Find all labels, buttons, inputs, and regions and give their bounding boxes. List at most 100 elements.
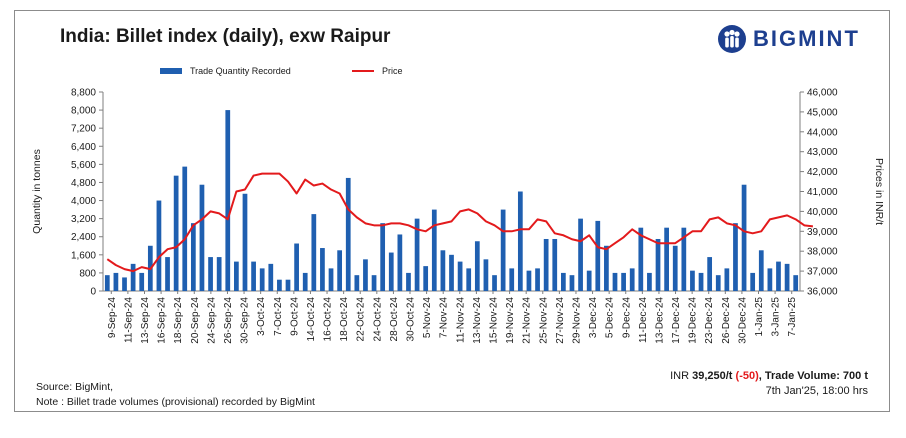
- quantity-bar: [285, 279, 291, 291]
- volume-label: , Trade Volume:: [758, 370, 843, 382]
- x-tick-label: 11-Sep-24: [123, 297, 134, 343]
- quantity-bar: [328, 268, 334, 291]
- quantity-bar: [621, 272, 626, 291]
- quantity-bar: [354, 275, 360, 291]
- x-tick-label: 3-Jan-25: [771, 297, 782, 337]
- quantity-bar: [199, 184, 205, 291]
- quantity-bar: [517, 191, 523, 291]
- x-tick-label: 30-Oct-24: [406, 297, 417, 342]
- quantity-bar: [380, 223, 386, 291]
- quantity-bar: [681, 227, 687, 291]
- quantity-bar: [130, 263, 136, 291]
- y-left-tick-label: 1,600: [71, 250, 96, 261]
- y-right-tick-label: 36,000: [807, 287, 838, 298]
- volume-value: 700 t: [842, 370, 868, 382]
- quantity-bar: [406, 272, 411, 291]
- quantity-bar: [104, 275, 110, 291]
- quantity-bar: [595, 220, 601, 291]
- x-tick-label: 13-Sep-24: [140, 297, 151, 344]
- quantity-bar: [569, 275, 575, 291]
- quantity-bar: [216, 257, 222, 291]
- x-tick-label: 16-Oct-24: [323, 297, 334, 342]
- quantity-bar: [509, 268, 515, 291]
- quantity-bar: [664, 227, 669, 291]
- quantity-bar: [268, 263, 274, 291]
- y-left-tick-label: 5,600: [71, 160, 96, 171]
- y-right-tick-label: 38,000: [807, 247, 838, 258]
- x-tick-label: 5-Dec-24: [605, 297, 616, 339]
- quantity-bar: [483, 259, 489, 291]
- y-left-tick-label: 3,200: [71, 214, 96, 225]
- x-tick-label: 28-Oct-24: [389, 297, 400, 342]
- price-value: 39,250/t: [692, 370, 733, 382]
- x-tick-label: 27-Nov-24: [555, 297, 566, 344]
- y-axis-right-title: Prices in INR/t: [873, 158, 885, 225]
- quantity-bar: [156, 200, 162, 291]
- quantity-bar: [647, 272, 652, 291]
- price-line: [106, 172, 814, 273]
- x-tick-label: 19-Nov-24: [505, 297, 516, 344]
- y-left-tick-label: 4,800: [71, 178, 96, 189]
- y-right-tick-label: 39,000: [807, 227, 838, 238]
- quantity-bar: [165, 257, 170, 291]
- quantity-bar: [715, 275, 721, 291]
- x-tick-label: 15-Nov-24: [488, 297, 499, 344]
- quantity-bar: [758, 250, 764, 291]
- quantity-bar: [388, 252, 394, 291]
- y-right-tick-label: 42,000: [807, 167, 838, 178]
- quantity-bar: [526, 270, 532, 291]
- quantity-bar: [363, 259, 368, 291]
- x-tick-label: 9-Dec-24: [621, 297, 632, 339]
- quantity-bar: [586, 270, 592, 291]
- chart-frame: [14, 10, 890, 412]
- quantity-bar: [277, 279, 282, 291]
- quantity-bar: [535, 268, 540, 291]
- quantity-bar: [251, 261, 256, 291]
- quantity-bar: [139, 272, 145, 291]
- quantity-bar: [500, 209, 506, 291]
- x-tick-label: 18-Sep-24: [173, 297, 184, 344]
- quantity-bar: [225, 110, 231, 291]
- quantity-bar: [397, 234, 403, 291]
- quantity-bar: [578, 218, 583, 291]
- x-tick-label: 5-Nov-24: [422, 297, 433, 339]
- x-tick-label: 9-Oct-24: [289, 297, 300, 336]
- quantity-bar: [345, 177, 351, 291]
- x-tick-label: 17-Dec-24: [671, 297, 682, 344]
- y-left-tick-label: 0: [90, 287, 96, 298]
- quantity-bar: [242, 193, 248, 291]
- quantity-bar: [311, 214, 317, 291]
- quantity-bar: [776, 261, 781, 291]
- quantity-bar: [423, 266, 429, 291]
- quantity-bar: [122, 277, 127, 291]
- quantity-bar: [750, 272, 756, 291]
- chart-title: India: Billet index (daily), exw Raipur: [60, 26, 391, 47]
- quantity-bar: [552, 238, 558, 291]
- quantity-bar: [320, 248, 325, 291]
- quantity-bar: [457, 261, 463, 291]
- quantity-bar: [466, 268, 472, 291]
- legend-line: Price: [352, 66, 403, 76]
- x-tick-label: 18-Oct-24: [339, 297, 350, 342]
- quantity-bar: [474, 241, 480, 291]
- x-tick-label: 11-Dec-24: [638, 297, 649, 343]
- x-tick-label: 11-Nov-24: [455, 297, 466, 343]
- x-tick-label: 23-Dec-24: [704, 297, 715, 344]
- source-note: Source: BigMint, Note : Billet trade vol…: [36, 380, 315, 410]
- quantity-bar: [784, 263, 790, 291]
- x-tick-label: 9-Sep-24: [107, 297, 118, 339]
- y-right-tick-label: 41,000: [807, 187, 838, 198]
- x-tick-label: 26-Sep-24: [223, 297, 234, 344]
- quantity-bar: [604, 245, 609, 291]
- brand-name: BIGMINT: [753, 26, 860, 51]
- quantity-bar: [294, 243, 299, 291]
- y-right-tick-label: 44,000: [807, 127, 838, 138]
- quantity-bar: [690, 270, 695, 291]
- quantity-bar: [655, 238, 661, 291]
- legend-line-swatch: [352, 70, 374, 72]
- x-tick-label: 30-Sep-24: [240, 297, 251, 344]
- y-right-tick-label: 46,000: [807, 88, 838, 99]
- y-left-tick-label: 8,800: [71, 88, 96, 99]
- bigmint-logo-icon: [718, 25, 746, 53]
